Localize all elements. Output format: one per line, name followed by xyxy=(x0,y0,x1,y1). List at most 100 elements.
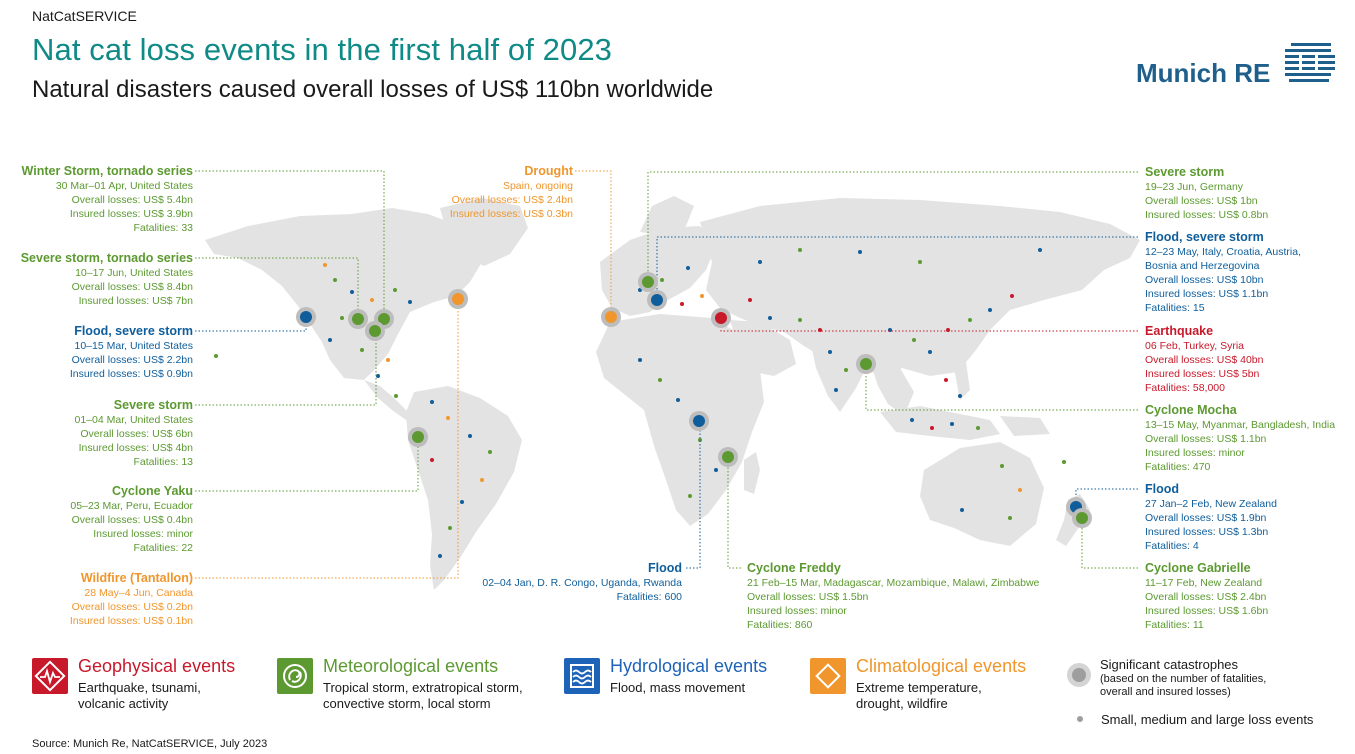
legend-desc-line: Tropical storm, extratropical storm, xyxy=(323,680,523,695)
marker-earthquake xyxy=(711,308,731,328)
callout-line: Insured losses: minor xyxy=(1145,447,1245,459)
callout-flood-nz: Flood 27 Jan–2 Feb, New Zealand Overall … xyxy=(1145,482,1277,553)
africa-land xyxy=(596,314,764,526)
papua-land xyxy=(1000,416,1050,436)
callout-wildfire: Wildfire (Tantallon) 28 May–4 Jun, Canad… xyxy=(70,571,193,628)
callout-line: 30 Mar–01 Apr, United States xyxy=(55,180,193,192)
legend-desc-line: overall and insured losses) xyxy=(1100,686,1231,698)
hydrological-legend-desc: Flood, mass movement xyxy=(610,680,745,696)
australia-land xyxy=(920,442,1044,546)
callout-line: 28 May–4 Jun, Canada xyxy=(84,587,193,599)
callout-title: Cyclone Yaku xyxy=(111,484,193,498)
callout-line: Spain, ongoing xyxy=(502,180,573,192)
waves-icon xyxy=(570,664,594,688)
callout-line: Overall losses: US$ 5.4bn xyxy=(71,194,193,206)
scandinavia-land xyxy=(640,196,694,236)
legend-desc-line: drought, wildfire xyxy=(856,696,948,711)
callout-line: Insured losses: US$ 1.1bn xyxy=(1145,288,1269,300)
callout-line: Overall losses: US$ 0.4bn xyxy=(71,514,193,526)
callout-line: Overall losses: US$ 0.2bn xyxy=(71,601,193,613)
legend-desc-line: Flood, mass movement xyxy=(610,680,746,695)
callout-line: Insured losses: US$ 1.6bn xyxy=(1145,605,1269,617)
north-america-land xyxy=(205,208,482,380)
significant-legend-title: Significant catastrophes xyxy=(1100,657,1239,672)
south-america-land xyxy=(406,386,522,590)
callout-line: Overall losses: US$ 1.9bn xyxy=(1145,512,1267,524)
callout-line: 10–15 Mar, United States xyxy=(74,340,194,352)
callout-flood-italy: Flood, severe storm 12–23 May, Italy, Cr… xyxy=(1145,230,1301,315)
callout-line: Insured losses: US$ 4bn xyxy=(78,442,193,454)
callout-line: Overall losses: US$ 1.1bn xyxy=(1145,433,1267,445)
callout-line: Overall losses: US$ 10bn xyxy=(1145,274,1264,286)
callout-line: 13–15 May, Myanmar, Bangladesh, India xyxy=(1145,419,1336,431)
southeast-asia-land xyxy=(870,362,914,416)
callout-line: Overall losses: US$ 2.2bn xyxy=(71,354,193,366)
marker-flood-africa xyxy=(689,411,709,431)
marker-severe-storm-de xyxy=(638,272,658,292)
marker-drought xyxy=(601,307,621,327)
callout-title: Severe storm xyxy=(113,398,193,412)
diamond-icon xyxy=(815,663,841,689)
small-events-legend: Small, medium and large loss events xyxy=(1101,712,1314,727)
legend-desc-line: Earthquake, tsunami, xyxy=(78,680,201,695)
callout-severe-storm-tornado: Severe storm, tornado series 10–17 Jun, … xyxy=(21,251,193,308)
callout-line: 11–17 Feb, New Zealand xyxy=(1145,577,1263,589)
marker-cyclone-gabrielle xyxy=(1072,508,1092,528)
callout-line: Insured losses: US$ 0.3bn xyxy=(449,208,573,220)
callout-line: Overall losses: US$ 2.4bn xyxy=(1145,591,1267,603)
callout-line: 02–04 Jan, D. R. Congo, Uganda, Rwanda xyxy=(482,577,682,589)
callout-title: Earthquake xyxy=(1145,324,1214,338)
meteorological-legend-icon xyxy=(277,658,313,694)
small-event-dots xyxy=(214,248,1066,558)
marker-cyclone-mocha xyxy=(856,354,876,374)
legend-desc-line: volcanic activity xyxy=(78,696,169,711)
callout-cyclone-mocha: Cyclone Mocha 13–15 May, Myanmar, Bangla… xyxy=(1145,403,1335,474)
small-event-dot-icon xyxy=(1077,716,1083,722)
japan-land xyxy=(1000,270,1020,306)
kicker: NatCatSERVICE xyxy=(32,8,137,24)
callout-title: Severe storm, tornado series xyxy=(20,251,193,265)
callout-line: 27 Jan–2 Feb, New Zealand xyxy=(1145,498,1277,510)
callout-line: Overall losses: US$ 1bn xyxy=(1145,195,1258,207)
india-land xyxy=(810,340,870,412)
callout-line: 05–23 Mar, Peru, Ecuador xyxy=(70,500,193,512)
callout-cyclone-freddy: Cyclone Freddy 21 Feb–15 Mar, Madagascar… xyxy=(747,561,1039,632)
callout-winter-storm: Winter Storm, tornado series 30 Mar–01 A… xyxy=(22,164,193,235)
callout-cyclone-gabrielle: Cyclone Gabrielle 11–17 Feb, New Zealand… xyxy=(1145,561,1268,632)
climatological-legend-icon xyxy=(810,658,846,694)
callout-line: 12–23 May, Italy, Croatia, Austria, xyxy=(1145,246,1302,258)
legend-desc-line: convective storm, local storm xyxy=(323,696,491,711)
callout-title: Drought xyxy=(524,164,573,178)
callout-severe-storm-us: Severe storm 01–04 Mar, United States Ov… xyxy=(75,398,194,469)
callout-line: Insured losses: US$ 0.1bn xyxy=(69,615,193,627)
callout-line: Fatalities: 13 xyxy=(133,456,193,468)
marker-cyclone-yaku xyxy=(408,427,428,447)
meteorological-legend-desc: Tropical storm, extratropical storm, con… xyxy=(323,680,523,712)
asia-land xyxy=(700,198,1140,380)
callout-title: Flood xyxy=(647,561,682,575)
significant-legend: Significant catastrophes (based on the n… xyxy=(1100,657,1266,699)
callout-line: 21 Feb–15 Mar, Madagascar, Mozambique, M… xyxy=(747,577,1040,589)
callout-line: Insured losses: US$ 0.8bn xyxy=(1145,209,1269,221)
significant-markers xyxy=(296,272,1092,528)
callout-line: Fatalities: 470 xyxy=(1145,461,1211,473)
indonesia-land xyxy=(880,406,1000,440)
callout-line: 19–23 Jun, Germany xyxy=(1145,181,1244,193)
callout-flood-us: Flood, severe storm 10–15 Mar, United St… xyxy=(70,324,193,381)
callout-line: Insured losses: US$ 3.9bn xyxy=(69,208,193,220)
meteorological-legend-title: Meteorological events xyxy=(323,656,499,676)
callout-title: Flood, severe storm xyxy=(74,324,193,338)
callout-line: Fatalities: 58,000 xyxy=(1145,382,1225,394)
callout-line: Fatalities: 11 xyxy=(1145,619,1204,631)
marker-flood-us xyxy=(296,307,316,327)
geophysical-legend-icon xyxy=(32,658,68,694)
hydrological-legend-icon xyxy=(564,658,600,694)
europe-land xyxy=(600,226,716,316)
callout-line: Fatalities: 15 xyxy=(1145,302,1205,314)
callout-line: Overall losses: US$ 1.5bn xyxy=(747,591,869,603)
callout-line: Overall losses: US$ 40bn xyxy=(1145,354,1264,366)
geophysical-legend-title: Geophysical events xyxy=(78,656,236,676)
callout-title: Severe storm xyxy=(1145,165,1225,179)
callout-line: Fatalities: 860 xyxy=(747,619,813,631)
geophysical-legend-desc: Earthquake, tsunami, volcanic activity xyxy=(78,680,201,712)
